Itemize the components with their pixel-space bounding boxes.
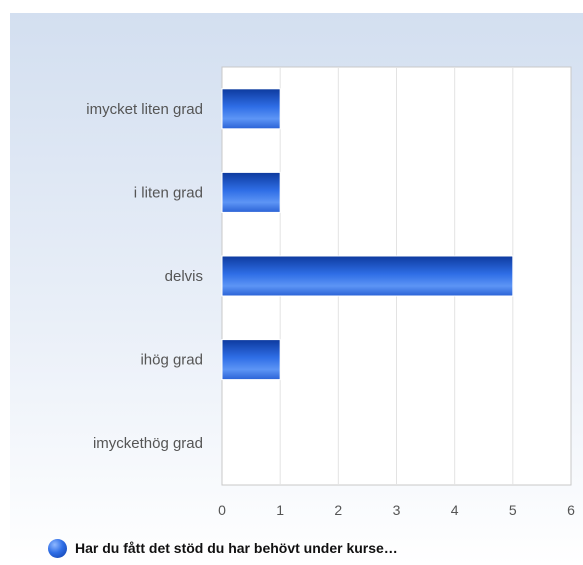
x-tick-label: 0 [218,502,226,518]
bar [221,171,281,213]
legend-swatch-icon [48,538,67,558]
x-axis-ticks: 0 1 2 3 4 5 6 [218,502,575,518]
category-label: i liten grad [134,184,203,201]
bar [221,255,514,297]
bar [221,339,281,381]
category-label: imycket liten grad [86,101,203,118]
x-tick-label: 6 [567,502,575,518]
legend-label: Har du fått det stöd du har behövt under… [75,540,398,556]
x-tick-label: 1 [276,502,284,518]
x-tick-label: 2 [334,502,342,518]
bar [221,88,281,130]
legend: Har du fått det stöd du har behövt under… [48,538,398,558]
category-label: delvis [165,268,203,285]
x-tick-label: 5 [509,502,517,518]
bars [221,88,514,381]
x-tick-label: 4 [451,502,459,518]
category-labels: imycket liten grad i liten grad delvis ihög… [86,101,203,452]
x-tick-label: 3 [393,502,401,518]
category-label: ihög grad [140,352,203,369]
category-label: imyckethög grad [93,435,203,452]
